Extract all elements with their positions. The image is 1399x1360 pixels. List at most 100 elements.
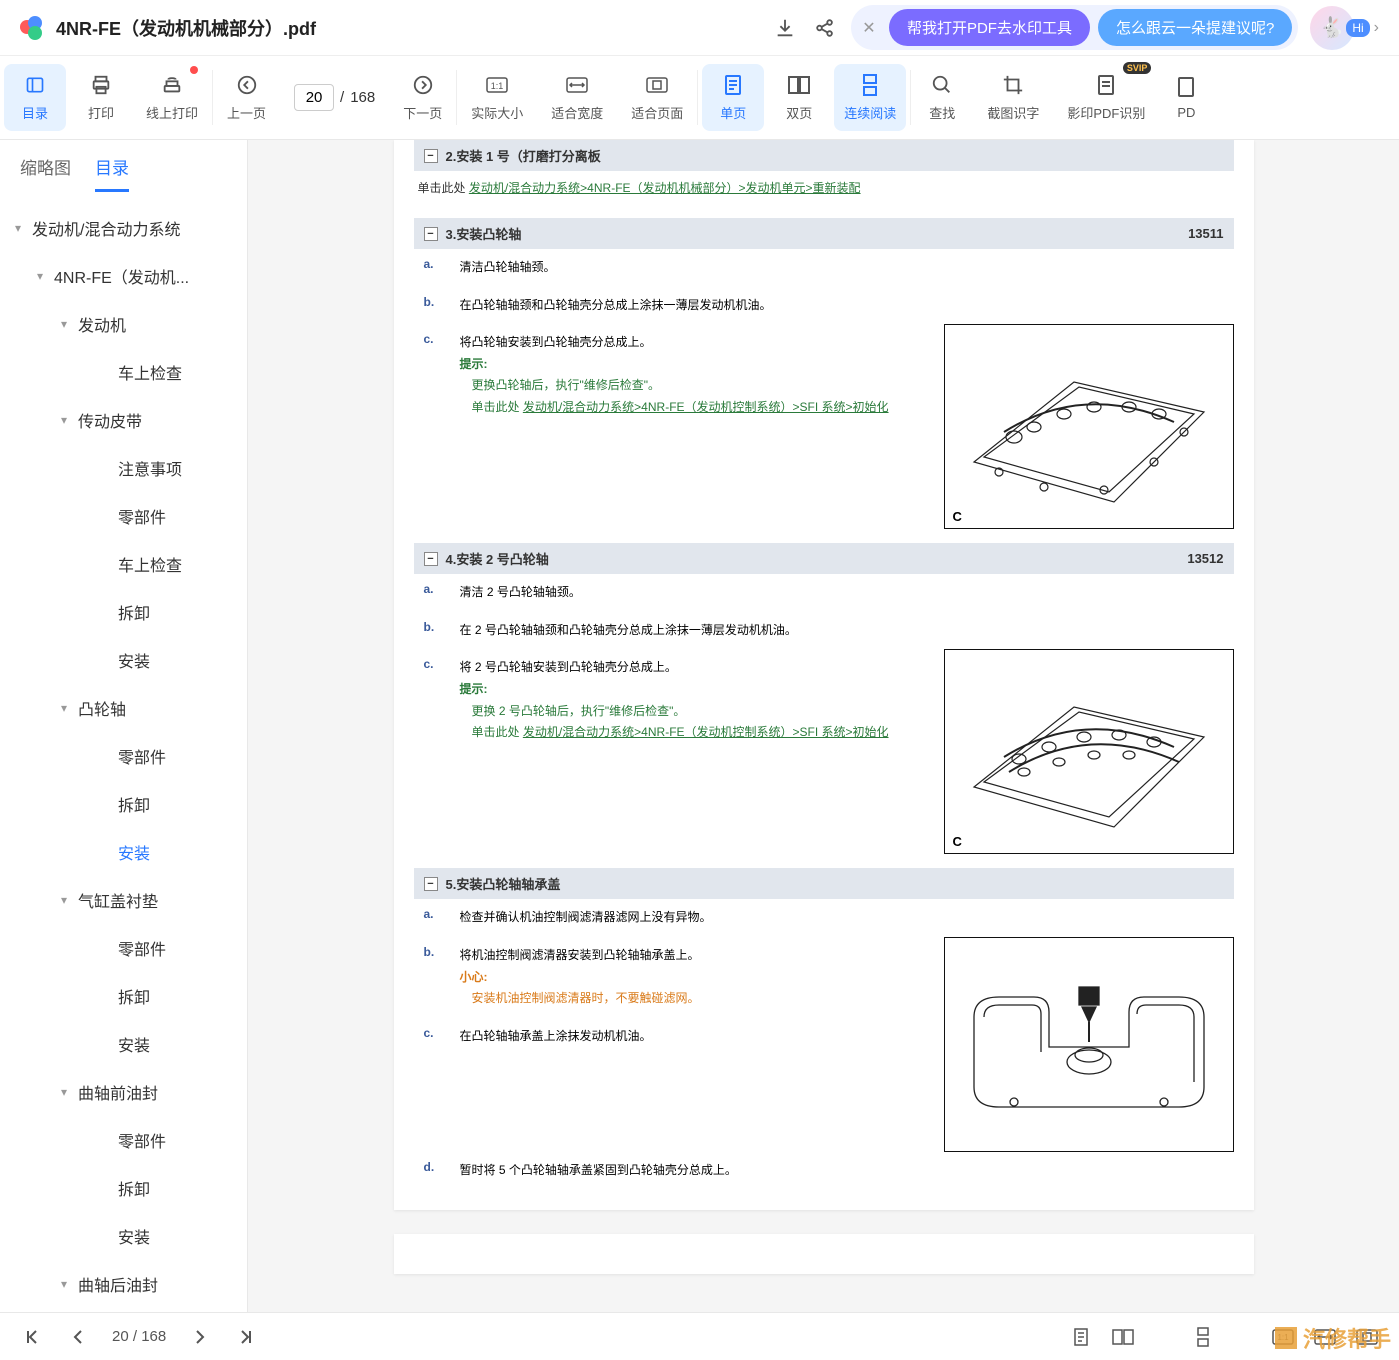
first-page-icon[interactable] xyxy=(20,1325,44,1349)
print-button[interactable]: 打印 xyxy=(70,56,132,139)
outline-item[interactable]: ▾曲轴前油封 xyxy=(0,1068,247,1116)
outline-item[interactable]: 拆卸 xyxy=(0,588,247,636)
outline-item[interactable]: 零部件 xyxy=(0,1308,247,1312)
document-viewport[interactable]: − 2.安装 1 号（打磨打分离板 单击此处 发动机/混合动力系统>4NR-FE… xyxy=(248,140,1399,1312)
actual-size-button[interactable]: 1:1 实际大小 xyxy=(457,56,537,139)
single-page-label: 单页 xyxy=(720,103,746,122)
step-text: 在凸轮轴轴承盖上涂抹发动机机油。 xyxy=(460,1026,914,1048)
hint-text: 更换凸轮轴后，执行"维修后检查"。 xyxy=(460,378,661,392)
outline-item[interactable]: 安装 xyxy=(0,828,247,876)
find-button[interactable]: 查找 xyxy=(911,56,973,139)
fit-width-button[interactable]: 适合宽度 xyxy=(537,56,617,139)
outline-item[interactable]: ▾4NR-FE（发动机... xyxy=(0,252,247,300)
collapse-icon[interactable]: − xyxy=(424,149,438,163)
footer-page-current: 20 xyxy=(112,1328,129,1345)
step-row: a.清洁 2 号凸轮轴轴颈。 xyxy=(414,574,1234,612)
pdf-page xyxy=(394,1234,1254,1274)
ocr-crop-button[interactable]: 截图识字 xyxy=(973,56,1053,139)
outline-item[interactable]: ▾发动机/混合动力系统 xyxy=(0,204,247,252)
outline-item[interactable]: ▾ 曲轴后油封 xyxy=(0,1260,247,1308)
outline-label: 曲轴后油封 xyxy=(78,1272,158,1296)
fit-page-icon xyxy=(645,73,669,97)
outline-item[interactable]: 车上检查 xyxy=(0,540,247,588)
single-page-button[interactable]: 单页 xyxy=(702,64,764,131)
catalog-icon xyxy=(23,73,47,97)
hint-link[interactable]: 发动机/混合动力系统>4NR-FE（发动机控制系统）>SFI 系统>初始化 xyxy=(523,400,889,414)
outline-item[interactable]: ▾发动机 xyxy=(0,300,247,348)
view-mode-1-icon[interactable] xyxy=(1069,1325,1093,1349)
pdf-ocr-button[interactable]: SVIP 影印PDF识别 xyxy=(1053,56,1159,139)
step-text: 在 2 号凸轮轴轴颈和凸轮轴壳分总成上涂抹一薄层发动机机油。 xyxy=(460,620,1224,642)
prev-page-button[interactable]: 上一页 xyxy=(213,56,280,139)
prev-page-icon[interactable] xyxy=(66,1325,90,1349)
tab-thumbnails[interactable]: 缩略图 xyxy=(20,154,71,192)
outline-label: 零部件 xyxy=(118,936,166,960)
fit-page-button[interactable]: 适合页面 xyxy=(617,56,697,139)
outline-item[interactable]: 拆卸 xyxy=(0,1164,247,1212)
close-icon[interactable]: ✕ xyxy=(857,16,881,40)
outline-item[interactable]: ▾气缸盖衬垫 xyxy=(0,876,247,924)
catalog-label: 目录 xyxy=(22,103,48,122)
online-print-button[interactable]: 线上打印 xyxy=(132,56,212,139)
outline-label: 注意事项 xyxy=(118,456,182,480)
outline-label: 气缸盖衬垫 xyxy=(78,888,158,912)
outline-item[interactable]: 拆卸 xyxy=(0,780,247,828)
toolbar: 目录 打印 线上打印 上一页 / 168 下一页 1:1 实际大小 适合宽度 适… xyxy=(0,56,1399,140)
section-title: 4.安装 2 号凸轮轴 xyxy=(446,549,549,568)
pdf-more-label: PD xyxy=(1177,105,1195,120)
hint-label: 提示: xyxy=(460,357,488,371)
step-text: 清洁 2 号凸轮轴轴颈。 xyxy=(460,582,1224,604)
promo-button-watermark[interactable]: 帮我打开PDF去水印工具 xyxy=(889,9,1090,46)
chevron-down-icon: ▾ xyxy=(56,1085,72,1099)
continuous-button[interactable]: 连续阅读 xyxy=(834,64,906,131)
page-nav: 20 / 168 xyxy=(20,1325,258,1349)
outline-label: 拆卸 xyxy=(118,792,150,816)
collapse-icon[interactable]: − xyxy=(424,552,438,566)
page-total: 168 xyxy=(350,89,375,106)
promo-button-feedback[interactable]: 怎么跟云一朵提建议呢? xyxy=(1098,9,1292,46)
chevron-down-icon: ▾ xyxy=(56,1277,72,1291)
outline-item[interactable]: 零部件 xyxy=(0,732,247,780)
outline-item[interactable]: 注意事项 xyxy=(0,444,247,492)
last-page-icon[interactable] xyxy=(234,1325,258,1349)
outline-item[interactable]: 车上检查 xyxy=(0,348,247,396)
outline-item[interactable]: ▾凸轮轴 xyxy=(0,684,247,732)
pdf-more-button[interactable]: PD xyxy=(1159,56,1199,139)
user-badge[interactable]: 🐇 Hi › xyxy=(1310,6,1379,50)
chevron-right-circle-icon xyxy=(411,73,435,97)
page-input[interactable] xyxy=(294,84,334,111)
catalog-button[interactable]: 目录 xyxy=(4,64,66,131)
breadcrumb-link[interactable]: 发动机/混合动力系统>4NR-FE（发动机机械部分）>发动机单元>重新装配 xyxy=(469,181,861,195)
status-bar: 20 / 168 1:1 xyxy=(0,1312,1399,1360)
chevron-down-icon: ▾ xyxy=(56,701,72,715)
next-page-icon[interactable] xyxy=(188,1325,212,1349)
outline-item[interactable]: 零部件 xyxy=(0,924,247,972)
download-icon[interactable] xyxy=(771,14,799,42)
outline-item[interactable]: 拆卸 xyxy=(0,972,247,1020)
outline-item[interactable]: 零部件 xyxy=(0,492,247,540)
fit-width-footer-icon[interactable] xyxy=(1313,1325,1337,1349)
double-page-button[interactable]: 双页 xyxy=(768,56,830,139)
document-icon xyxy=(1174,75,1198,99)
outline-item[interactable]: 零部件 xyxy=(0,1116,247,1164)
fit-width-icon xyxy=(565,73,589,97)
outline-label: 零部件 xyxy=(118,1128,166,1152)
fit-page-footer-icon[interactable] xyxy=(1355,1325,1379,1349)
view-mode-2-icon[interactable] xyxy=(1111,1325,1135,1349)
collapse-icon[interactable]: − xyxy=(424,877,438,891)
collapse-icon[interactable]: − xyxy=(424,227,438,241)
view-mode-3-icon[interactable] xyxy=(1191,1325,1215,1349)
prev-label: 上一页 xyxy=(227,103,266,122)
outline-item[interactable]: 安装 xyxy=(0,1212,247,1260)
outline-item[interactable]: 安装 xyxy=(0,636,247,684)
share-icon[interactable] xyxy=(811,14,839,42)
next-page-button[interactable]: 下一页 xyxy=(389,56,456,139)
zoom-11-icon[interactable]: 1:1 xyxy=(1271,1325,1295,1349)
main-body: 缩略图 目录 ▾发动机/混合动力系统▾4NR-FE（发动机...▾发动机车上检查… xyxy=(0,140,1399,1312)
technical-diagram: C xyxy=(944,649,1234,854)
tab-outline[interactable]: 目录 xyxy=(95,154,129,192)
hint-link[interactable]: 发动机/混合动力系统>4NR-FE（发动机控制系统）>SFI 系统>初始化 xyxy=(523,725,889,739)
outline-item[interactable]: ▾传动皮带 xyxy=(0,396,247,444)
continuous-icon xyxy=(858,73,882,97)
outline-item[interactable]: 安装 xyxy=(0,1020,247,1068)
